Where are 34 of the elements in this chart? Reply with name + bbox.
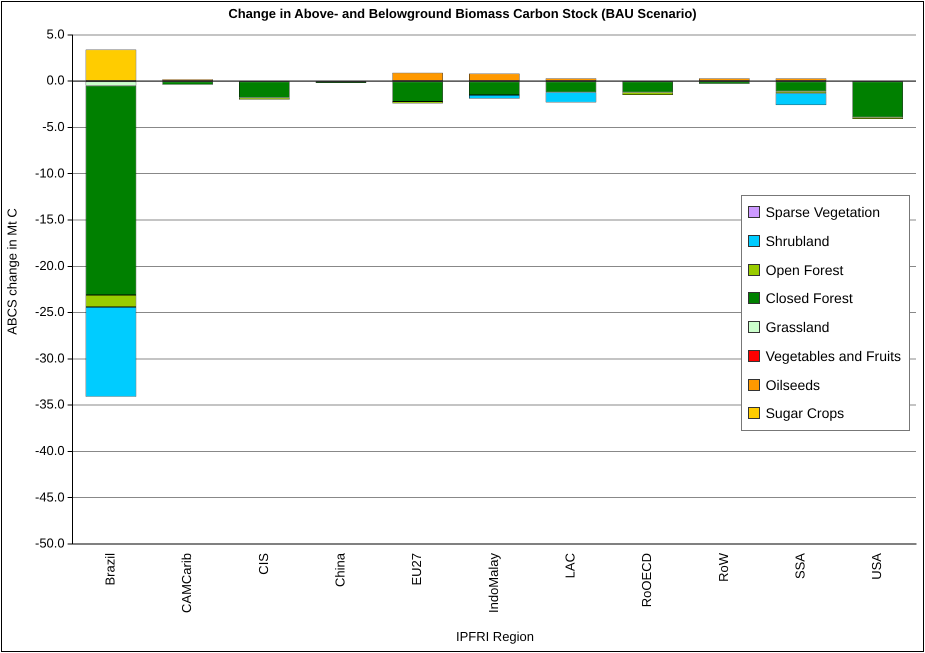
x-tick-label: USA xyxy=(869,552,884,580)
y-tick-label: -35.0 xyxy=(34,396,65,412)
x-tick-label: EU27 xyxy=(409,553,424,586)
legend-label: Oilseeds xyxy=(764,376,822,395)
x-tick-label: CIS xyxy=(256,552,271,575)
legend-label: Shrubland xyxy=(764,232,830,252)
chart-title: Change in Above- and Belowground Biomass Carbon Stock (BAU Scenario) xyxy=(227,6,698,21)
legend-label: Vegetables and Fruits xyxy=(764,346,901,366)
legend-label: Sugar Crops xyxy=(764,404,846,424)
legend-label: Open Forest xyxy=(764,260,844,280)
y-tick-label: -30.0 xyxy=(34,350,65,366)
x-tick-label: LAC xyxy=(562,553,578,578)
y-axis-title: ABCS change in Mt C xyxy=(4,207,20,337)
x-tick-label: SSA xyxy=(792,552,808,580)
legend-label: Sparse Vegetation xyxy=(764,203,881,222)
x-tick-label: China xyxy=(332,552,348,587)
y-tick-label: -20.0 xyxy=(34,258,65,273)
x-axis-title: IPFRI Region xyxy=(454,629,536,644)
y-tick-label: 5.0 xyxy=(46,26,65,42)
y-tick-label: -40.0 xyxy=(34,443,65,458)
x-tick-label: Brazil xyxy=(102,552,118,586)
y-tick-label: -5.0 xyxy=(42,118,65,134)
x-tick-label: RoW xyxy=(716,552,731,582)
x-tick-label: CAMCarib xyxy=(179,553,194,613)
y-tick-label: -10.0 xyxy=(34,165,65,180)
y-tick-label: -50.0 xyxy=(34,536,65,551)
x-tick-label: RoOECD xyxy=(639,553,654,608)
legend-label: Grassland xyxy=(764,318,830,338)
y-tick-label: -15.0 xyxy=(34,212,65,227)
y-tick-label: -45.0 xyxy=(34,489,65,504)
legend-label: Closed Forest xyxy=(764,289,854,308)
y-tick-label: -25.0 xyxy=(34,304,65,320)
y-tick-label: 0.0 xyxy=(46,72,65,88)
x-tick-label: IndoMalay xyxy=(486,552,501,614)
